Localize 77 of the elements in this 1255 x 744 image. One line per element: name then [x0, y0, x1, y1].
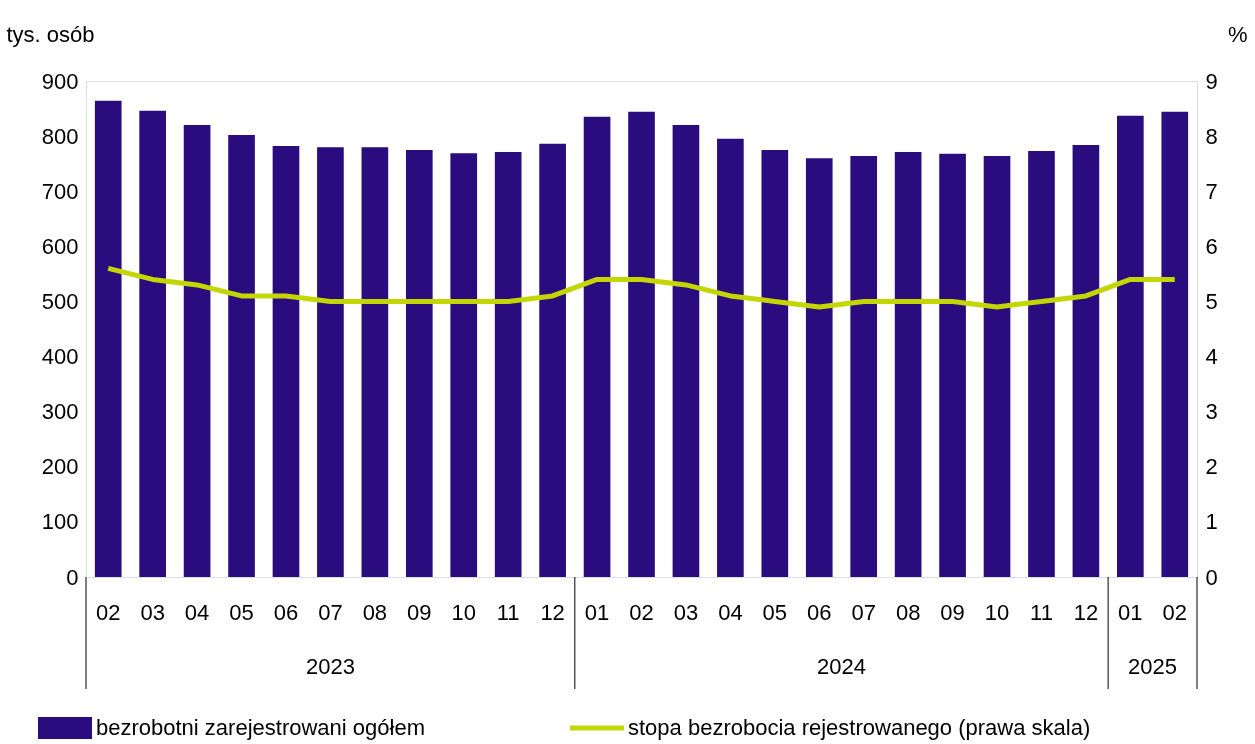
text: 2024: [817, 654, 866, 679]
bar: [717, 138, 744, 577]
bar: [450, 153, 478, 577]
y2-tick-label: 2: [1205, 454, 1218, 480]
bar: [761, 149, 789, 577]
y-tick-label: 700: [41, 178, 79, 204]
x-tick-label: 02: [629, 600, 654, 625]
x-tick-label: 09: [407, 600, 432, 625]
x-tick-label: 04: [184, 600, 210, 625]
bar: [183, 125, 211, 577]
y-tick-label: 200: [41, 454, 79, 480]
y2-tick-label: 9: [1205, 68, 1218, 94]
y2-tick-label: 7: [1205, 178, 1218, 204]
bar: [939, 153, 966, 577]
bar: [628, 111, 655, 577]
bar: [228, 135, 255, 577]
x-tick-label: 11: [496, 600, 520, 625]
x-tick-label: 04: [718, 600, 743, 625]
y-tick-label: 300: [41, 399, 79, 425]
x-tick-label: 10: [984, 600, 1010, 625]
y2-axis-title: %: [1227, 21, 1248, 47]
x-tick-label: 10: [451, 600, 476, 625]
bar: [539, 143, 566, 577]
bar: [1161, 111, 1189, 577]
bar: [1028, 150, 1055, 577]
y-tick-label: 600: [41, 233, 79, 259]
y2-tick-label: 6: [1205, 233, 1218, 259]
bar: [1072, 144, 1100, 577]
bar: [94, 100, 122, 577]
x-tick-label: 01: [584, 600, 610, 625]
x-tick-label: 06: [273, 600, 299, 625]
y2-tick-label: 3: [1205, 399, 1218, 425]
bar: [1117, 115, 1144, 577]
bar: [672, 125, 700, 577]
bar: [139, 110, 166, 577]
x-tick-label: 12: [540, 600, 565, 625]
text: 2025: [1128, 654, 1178, 679]
bar: [272, 146, 300, 577]
bar: [361, 147, 389, 577]
y-tick-label: 400: [41, 344, 79, 370]
y-tick-label: 100: [41, 509, 79, 535]
x-tick-label: 07: [851, 600, 876, 625]
y-tick-label: 900: [41, 68, 79, 94]
x-tick-label: 05: [229, 600, 254, 625]
x-tick-label: 01: [1118, 600, 1143, 625]
x-tick-label: 02: [95, 600, 121, 625]
y-tick-label: 0: [66, 564, 79, 590]
bar: [494, 152, 522, 577]
y2-tick-label: 8: [1205, 123, 1218, 149]
bar: [894, 152, 922, 577]
x-tick-label: 12: [1073, 600, 1099, 625]
x-tick-label: 11: [1030, 600, 1053, 625]
x-tick-label: 06: [807, 600, 832, 625]
x-tick-label: 03: [140, 600, 165, 625]
text: 2023: [305, 654, 355, 679]
bar: [317, 147, 344, 577]
bar: [983, 155, 1011, 577]
y2-tick-label: 5: [1205, 288, 1218, 314]
y2-tick-label: 1: [1205, 509, 1218, 535]
x-tick-label: 09: [940, 600, 965, 625]
bar: [850, 155, 878, 577]
y2-tick-label: 0: [1205, 564, 1218, 590]
bar: [805, 158, 833, 577]
y2-tick-label: 4: [1205, 344, 1218, 370]
x-tick-label: 05: [762, 600, 788, 625]
y-tick-label: 500: [41, 288, 79, 314]
bar: [405, 149, 433, 577]
x-tick-label: 02: [1162, 600, 1188, 625]
y-axis-title: tys. osób: [6, 21, 95, 47]
legend-label: stopa bezrobocia rejestrowanego (prawa skala): [628, 715, 1091, 740]
legend-label: bezrobotni zarejestrowani ogółem: [96, 715, 425, 740]
x-tick-label: 08: [895, 600, 921, 625]
y-tick-label: 800: [41, 123, 79, 149]
bar: [583, 116, 611, 577]
x-tick-label: 03: [673, 600, 699, 625]
x-tick-label: 08: [362, 600, 388, 625]
x-tick-label: 07: [318, 600, 343, 625]
